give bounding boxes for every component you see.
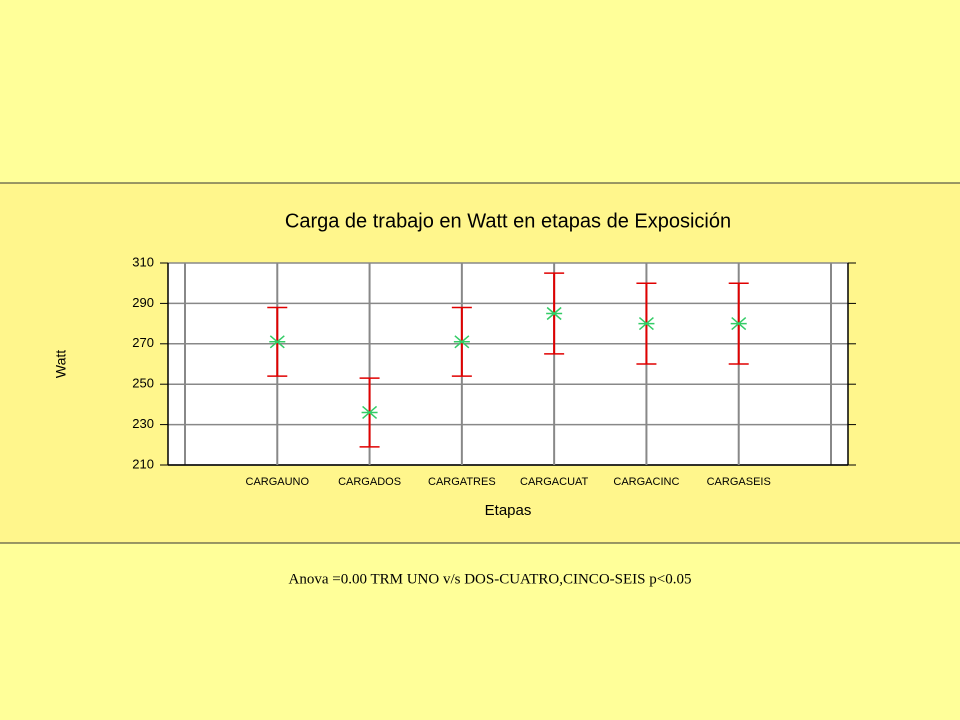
x-tick-label: CARGACUAT (520, 476, 589, 488)
mean-marker (361, 405, 378, 420)
mean-marker (730, 317, 747, 331)
mean-marker (269, 335, 286, 349)
y-tick-label: 270 (132, 335, 154, 350)
chart-title: Carga de trabajo en Watt en etapas de Ex… (285, 210, 731, 232)
y-tick-label: 310 (132, 254, 154, 269)
y-tick-label: 250 (132, 376, 154, 391)
y-tick-label: 230 (132, 416, 154, 431)
y-tick-label: 290 (132, 295, 154, 310)
mean-marker (546, 306, 563, 321)
x-axis-label: Etapas (485, 502, 532, 519)
mean-marker (453, 335, 470, 349)
y-tick-label: 210 (132, 456, 154, 471)
x-tick-label: CARGACINC (613, 476, 679, 488)
mean-marker (638, 317, 655, 331)
x-tick-label: CARGAUNO (246, 476, 310, 488)
x-tick-label: CARGASEIS (707, 476, 771, 488)
x-tick-label: CARGATRES (428, 476, 496, 488)
x-tick-label: CARGADOS (338, 476, 401, 488)
y-axis-label: Watt (53, 350, 69, 378)
footnote: Anova =0.00 TRM UNO v/s DOS-CUATRO,CINCO… (289, 571, 692, 587)
